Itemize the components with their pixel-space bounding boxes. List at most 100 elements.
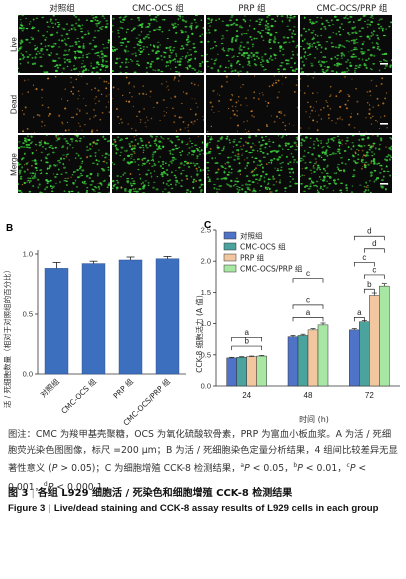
panel-c-x-tick-label: 24 [242,391,251,400]
sig-mark-c: c [346,462,350,469]
panel-b-bar [118,259,143,375]
panel-c-bar [317,324,329,387]
panel-c-bar [307,329,319,387]
column-label-control: 对照组 [49,4,75,14]
panel-b-x-tick-label: 对照组 [38,376,61,399]
caption-p-symbol: P [51,463,58,475]
panel-c-significance-bracket [363,274,385,279]
panel-c-bar [379,285,390,387]
panel-b-x-tick-label: PRP 组 [111,376,135,400]
panel-c-bar [287,336,299,387]
panel-c-significance-label: c [372,265,376,274]
panel-c-significance-bracket [231,336,263,342]
panel-c-bar [236,357,247,387]
sig-mark-b: b [293,462,298,469]
panel-c-significance-label: c [306,269,310,278]
panel-c-x-axis-label: 时间 (h) [299,414,329,424]
panel-c-bar [349,329,360,387]
micrograph-live-1 [112,15,204,73]
panel-c-significance-label: a [357,308,362,317]
micrograph-merge-0 [18,135,110,193]
micrograph-merge-1 [112,135,204,193]
panel-c-significance-bracket [363,288,375,294]
panel-c-significance-label: c [306,295,310,304]
legend-label: PRP 组 [240,253,265,263]
sig-mark-a: a [240,462,245,469]
column-label-cmc-ocs-prp: CMC-OCS/PRP 组 [316,4,388,14]
panel-c-significance-bracket [353,235,385,241]
micrograph-merge-3 [300,135,392,193]
micrograph-dead-0 [18,75,110,133]
panel-c-bar [359,321,370,387]
panel-c-bar [246,356,257,387]
panel-c-bar [226,357,237,387]
micrograph-dead-3 [300,75,392,133]
panel-c-bar-chart: C CCK-8 细胞活力 (A 值) 时间 (h) 0.0 0.5 1.0 1.5 2.… [194,220,400,424]
panel-c-significance-label: d [372,239,376,248]
panel-c-significance-bracket [363,248,385,253]
micrograph-live-2 [206,15,298,73]
panel-c-significance-label: b [367,280,372,289]
panel-c-y-tick-label: 1.5 [201,288,211,297]
panel-c-significance-label: a [244,328,249,337]
legend-swatch [223,242,237,251]
panel-c-y-tick-label: 0.5 [201,350,211,359]
panel-c-bar [369,295,380,387]
column-label-prp: PRP 组 [238,4,266,14]
micrograph-dead-1 [112,75,204,133]
sig-a-text: < 0.05， [249,463,294,475]
figure-title-cn-text: 各组 L929 细胞活 / 死染色和细胞增殖 CCK-8 检测结果 [37,488,293,499]
caption-text: 图注：CMC 为羧甲基壳聚糖，OCS 为氧化硫酸软骨素，PRP 为富血小板血浆。… [8,429,398,475]
panel-c-y-tick-label: 2.0 [201,257,211,266]
panel-c-x-tick-label: 72 [365,391,374,400]
sig-c-text: < 0.001， [8,463,367,493]
legend-label: CMC-OCS 组 [240,242,286,252]
micrograph-live-3 [300,15,392,73]
panel-c-significance-bracket [353,262,375,267]
panel-b-bar-chart: B 活 / 死细胞数量（相对于对照组的百分比） 0.0 0.5 1.0 对照组CMC-… [2,223,186,427]
panel-c-significance-bracket [353,317,365,322]
panel-c-x-tick-label: 48 [304,391,313,400]
panel-c-significance-bracket [292,304,324,309]
micrograph-merge-2 [206,135,298,193]
figure-caption: 图注：CMC 为羧甲基壳聚糖，OCS 为氧化硫酸软骨素，PRP 为富血小板血浆。… [8,429,398,493]
panel-c-bar [256,355,267,387]
panel-c-significance-bracket [292,317,324,322]
panel-b-y-axis-label: 活 / 死细胞数量（相对于对照组的百分比） [2,266,12,408]
figure-title-english: Figure 3 | Live/dead staining and CCK-8 as… [8,503,379,514]
panel-b-y-tick-label: 0.5 [23,310,33,319]
sig-mark-d: d [43,480,48,488]
panel-c-letter: C [204,220,211,231]
panel-c-significance-label: a [306,308,311,317]
sig-b-text: < 0.01， [302,463,347,475]
panel-a-micrographs: 对照组 CMC-OCS 组 PRP 组 CMC-OCS/PRP 组 Live D… [0,0,406,200]
panel-b-y-tick-label: 1.0 [23,250,33,259]
micrograph-dead-2 [206,75,298,133]
legend-swatch [223,264,237,273]
sig-d-text: < 0.000 1。 [53,481,112,493]
panel-c-significance-bracket [231,345,263,351]
caption-text-2: > 0.05)；C 为细胞增殖 CCK-8 检测结果， [57,463,241,475]
panel-b-letter: B [6,223,13,234]
panel-b-bar [44,268,69,375]
panel-c-y-tick-label: 1.0 [201,319,211,328]
legend-label: 对照组 [240,231,263,241]
figure-number-en: Figure 3 [8,503,46,514]
panel-c-significance-bracket [292,278,324,283]
panel-c-y-axis-label: CCK-8 细胞活力 (A 值) [194,295,204,373]
figure-number-cn: 图 3 [8,488,29,499]
panel-b-x-tick-label: CMC-OCS 组 [59,376,99,416]
panel-b-bar [155,258,180,375]
panel-c-significance-label: b [244,337,249,346]
legend-swatch [223,253,237,262]
figure-title-en-text: Live/dead staining and CCK-8 assay resul… [53,503,379,514]
figure-title-chinese: 图 3 | 各组 L929 细胞活 / 死染色和细胞增殖 CCK-8 检测结果 [8,488,293,499]
panel-c-y-tick-label: 0.0 [201,382,211,391]
panel-b-y-tick-label: 0.0 [23,370,33,379]
micrograph-live-0 [18,15,110,73]
panel-c-bar [297,335,309,387]
panel-c-y-tick-label: 2.5 [201,226,211,235]
panel-c-significance-label: c [362,253,366,262]
legend-label: CMC-OCS/PRP 组 [240,264,303,274]
legend-swatch [223,231,237,240]
